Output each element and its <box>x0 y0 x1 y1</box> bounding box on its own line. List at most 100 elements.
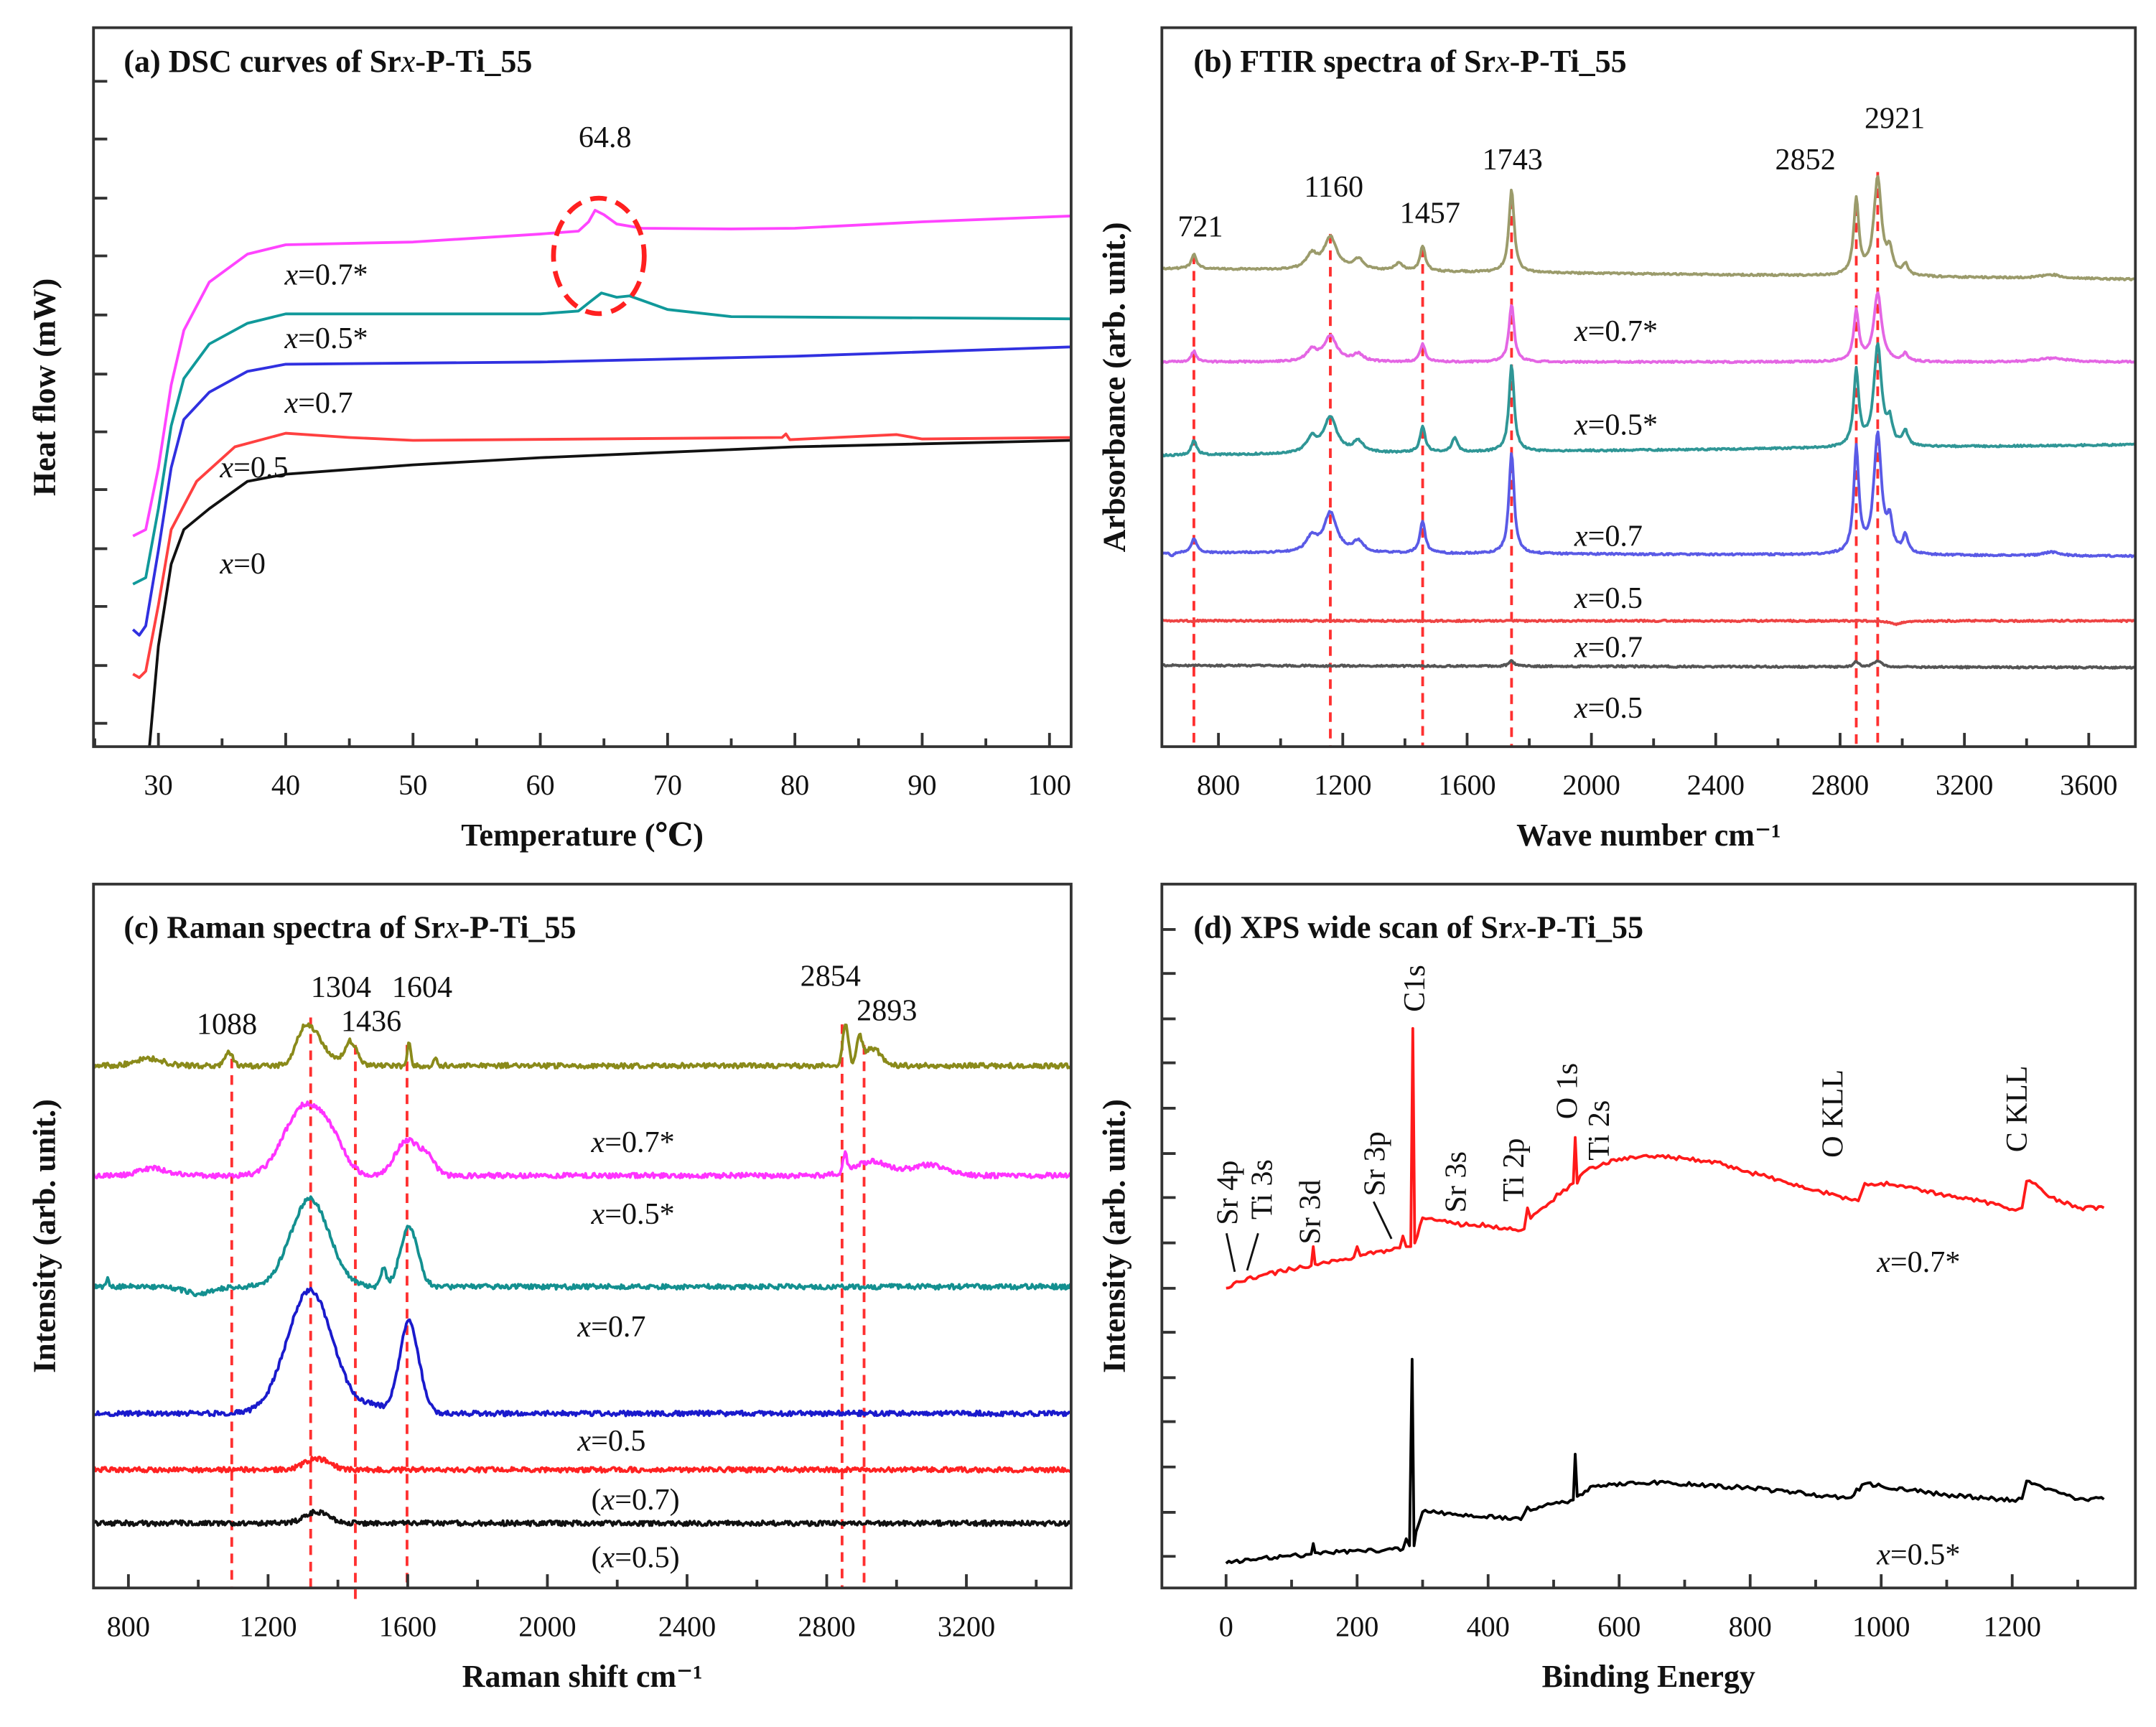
series-label: x=0.7* <box>591 1125 675 1159</box>
x-tick-label: 800 <box>1197 769 1240 801</box>
series-label: x=0.7* <box>284 258 368 292</box>
x-tick-label: 2000 <box>1562 769 1620 801</box>
series-line <box>92 1508 1073 1527</box>
peak-annotation: 1457 <box>1400 197 1460 230</box>
series-line <box>1161 618 2137 627</box>
series-label: x=0.7* <box>1876 1245 1960 1279</box>
x-tick-label: 40 <box>271 769 300 801</box>
peak-annotation: C KLL <box>2000 1066 2034 1153</box>
y-axis-title: Arbsorbance (arb. unit.) <box>1097 222 1132 552</box>
peak-annotation: 1743 <box>1483 143 1543 177</box>
peak-annotation: Sr 3d <box>1294 1179 1327 1244</box>
panel-ftir: x=0.7* x=0.5* x=0.7 x=0.5 x=0.7 x=0.5 800 1200 1… <box>1097 26 2137 853</box>
series-line <box>1160 430 2136 558</box>
x-tick-label: 400 <box>1467 1610 1510 1642</box>
series-line <box>92 1455 1072 1474</box>
series-label: x=0.7 <box>1574 631 1643 665</box>
peak-annotation: O KLL <box>1816 1070 1849 1158</box>
series-label: x=0.5* <box>591 1197 675 1231</box>
x-tick-label: 1200 <box>1984 1610 2041 1642</box>
y-axis-title: Intensity (arb. unit.) <box>27 1099 62 1373</box>
x-tick-label: 3200 <box>1936 769 1993 801</box>
peak-annotation: Sr 3p <box>1358 1131 1392 1196</box>
plot-frame <box>1160 882 2137 1590</box>
peak-annotation: Ti 2s <box>1582 1100 1616 1161</box>
x-tick-label: 2800 <box>798 1610 855 1642</box>
series-label: x=0 <box>219 547 266 581</box>
x-tick-label: 600 <box>1597 1610 1641 1642</box>
x-tick-label: 800 <box>1729 1610 1772 1642</box>
peak-annotation: 1088 <box>197 1007 257 1041</box>
series-line <box>1161 659 2137 670</box>
x-tick-label: 30 <box>144 769 173 801</box>
series-line <box>132 208 1071 538</box>
series-line <box>1225 1357 2105 1565</box>
y-axis-title: Intensity (arb. unit.) <box>1097 1099 1132 1373</box>
peak-annotation: Ti 2p <box>1497 1138 1531 1202</box>
peak-annotation: 2852 <box>1775 143 1836 177</box>
plot-frame <box>1160 26 2137 749</box>
y-axis-title: Heat flow (mW) <box>27 279 62 496</box>
peak-annotation: 721 <box>1177 210 1223 244</box>
series-line <box>148 439 1071 747</box>
series-line <box>1160 342 2137 458</box>
plot-frame <box>92 882 1073 1590</box>
series-label: x=0.7 <box>284 386 353 420</box>
x-tick-label: 1600 <box>1438 769 1495 801</box>
x-tick-label: 50 <box>398 769 427 801</box>
peak-annotation: 1160 <box>1304 170 1363 204</box>
series-label: x=0.7 <box>1574 520 1643 553</box>
x-tick-label: 2400 <box>658 1610 716 1642</box>
series-label: x=0.5* <box>1574 408 1658 441</box>
peak-annotation: Sr 3s <box>1439 1151 1473 1212</box>
peak-annotation: Ti 3s <box>1246 1159 1279 1220</box>
series-line <box>92 1022 1073 1070</box>
annotation-leader-line <box>1225 1232 1236 1273</box>
annotation-leader-line <box>1372 1201 1393 1240</box>
peak-annotation: C1s <box>1398 965 1432 1012</box>
x-tick-label: 800 <box>107 1610 150 1642</box>
x-tick-label: 80 <box>780 769 809 801</box>
series-label: x=0.5* <box>284 322 368 355</box>
peak-annotation: 2893 <box>857 993 917 1027</box>
series-label: x=0.7* <box>1574 314 1658 348</box>
x-tick-label: 2400 <box>1687 769 1745 801</box>
series-label: x=0.7 <box>577 1310 645 1344</box>
series-line <box>1161 174 2136 281</box>
x-tick-label: 2000 <box>518 1610 576 1642</box>
panel-raman: x=0.7* x=0.5* x=0.7 x=0.5 (x=0.7) (x=0.5) 800 1… <box>27 882 1073 1694</box>
panel-title: (d) XPS wide scan of Srx-P-Ti_55 <box>1193 909 1643 945</box>
panel-xps: x=0.7* x=0.5* 0 200 400 600 800 1000 1200 (d) XPS… <box>1097 882 2137 1694</box>
x-axis-title: Wave number cm⁻¹ <box>1516 818 1781 853</box>
annotation-leader-line <box>1246 1232 1259 1271</box>
series-label: x=0.5 <box>1574 691 1643 725</box>
panel-title: (c) Raman spectra of Srx-P-Ti_55 <box>123 909 576 945</box>
series-line <box>1226 1026 2105 1290</box>
x-tick-label: 1200 <box>239 1610 297 1642</box>
peak-annotation: 2854 <box>801 959 861 993</box>
series-label: (x=0.5) <box>592 1541 680 1575</box>
series-label: x=0.5 <box>577 1424 645 1458</box>
x-tick-label: 100 <box>1028 769 1071 801</box>
x-tick-label: 1000 <box>1852 1610 1910 1642</box>
series-line <box>92 1195 1072 1298</box>
x-tick-label: 1200 <box>1314 769 1371 801</box>
peak-annotation: 64.8 <box>579 121 632 154</box>
peak-annotation: 2921 <box>1865 101 1925 135</box>
x-axis-title: Temperature (℃) <box>461 818 704 853</box>
series-line <box>132 431 1071 679</box>
x-tick-label: 3600 <box>2060 769 2117 801</box>
peak-annotation: Sr 4p <box>1211 1161 1245 1225</box>
series-line <box>92 1100 1073 1180</box>
series-line <box>131 345 1071 637</box>
panel-dsc: x=0.7*x=0.5*x=0.7x=0.5x=030 40 50 60 70 80 90 1… <box>27 26 1073 853</box>
series-label: x=0.5* <box>1876 1538 1960 1572</box>
x-axis-title: Binding Energy <box>1542 1659 1755 1694</box>
highlight-ellipse <box>551 195 647 317</box>
panel-title: (b) FTIR spectra of Srx-P-Ti_55 <box>1193 44 1626 79</box>
series-line <box>1161 291 2136 365</box>
x-tick-label: 3200 <box>938 1610 995 1642</box>
x-tick-label: 200 <box>1335 1610 1378 1642</box>
x-tick-label: 1600 <box>379 1610 437 1642</box>
